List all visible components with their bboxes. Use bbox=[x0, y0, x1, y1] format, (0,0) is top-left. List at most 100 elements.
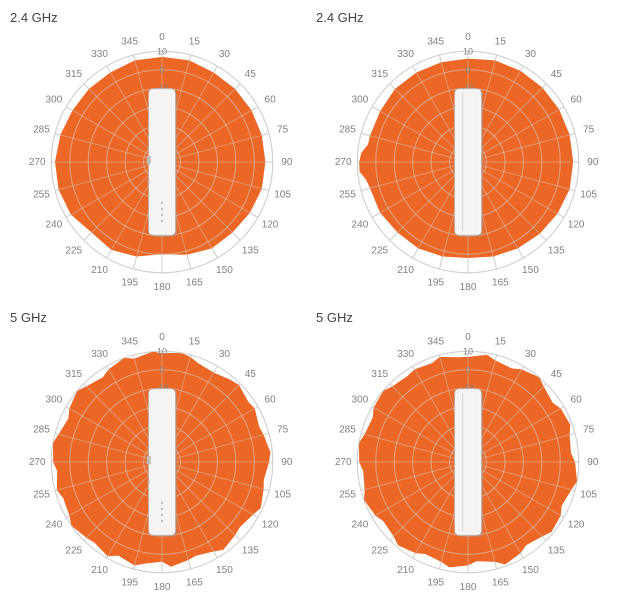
svg-text:195: 195 bbox=[121, 278, 138, 289]
svg-text:300: 300 bbox=[352, 95, 369, 106]
svg-text:10: 10 bbox=[157, 346, 167, 356]
svg-text:345: 345 bbox=[121, 36, 138, 47]
svg-text:300: 300 bbox=[46, 95, 63, 106]
svg-text:210: 210 bbox=[91, 565, 108, 576]
svg-text:135: 135 bbox=[242, 245, 259, 256]
svg-text:315: 315 bbox=[65, 69, 82, 80]
svg-text:15: 15 bbox=[189, 336, 201, 347]
svg-text:270: 270 bbox=[335, 157, 352, 168]
svg-text:75: 75 bbox=[583, 425, 595, 436]
svg-text:225: 225 bbox=[371, 545, 388, 556]
svg-text:30: 30 bbox=[219, 349, 231, 360]
svg-text:330: 330 bbox=[397, 349, 414, 360]
svg-text:90: 90 bbox=[281, 457, 293, 468]
panel-bl: 5 GHz 0153045607590105120135150165180195… bbox=[6, 308, 308, 602]
svg-text:285: 285 bbox=[33, 125, 50, 136]
svg-text:255: 255 bbox=[339, 489, 356, 500]
svg-text:240: 240 bbox=[46, 219, 63, 230]
svg-text:45: 45 bbox=[245, 69, 257, 80]
svg-text:210: 210 bbox=[91, 265, 108, 276]
svg-text:285: 285 bbox=[33, 425, 50, 436]
svg-text:225: 225 bbox=[65, 245, 82, 256]
svg-text:330: 330 bbox=[91, 349, 108, 360]
svg-text:60: 60 bbox=[571, 95, 583, 106]
svg-text:240: 240 bbox=[352, 219, 369, 230]
svg-text:90: 90 bbox=[281, 157, 293, 168]
svg-text:0: 0 bbox=[159, 332, 165, 343]
svg-text:45: 45 bbox=[551, 369, 563, 380]
svg-text:150: 150 bbox=[522, 265, 539, 276]
svg-text:75: 75 bbox=[583, 125, 595, 136]
svg-text:60: 60 bbox=[265, 95, 277, 106]
svg-text:0: 0 bbox=[466, 365, 471, 375]
svg-text:285: 285 bbox=[339, 425, 356, 436]
svg-text:60: 60 bbox=[571, 395, 583, 406]
svg-text:10: 10 bbox=[463, 46, 473, 56]
svg-text:90: 90 bbox=[587, 457, 599, 468]
svg-text:210: 210 bbox=[397, 265, 414, 276]
svg-text:195: 195 bbox=[427, 578, 444, 589]
svg-text:10: 10 bbox=[157, 46, 167, 56]
svg-text:15: 15 bbox=[495, 336, 507, 347]
svg-text:345: 345 bbox=[121, 336, 138, 347]
antenna-pattern-grid: 2.4 GHz 01530456075901051201351501651801… bbox=[0, 0, 620, 610]
svg-text:15: 15 bbox=[189, 36, 201, 47]
svg-text:120: 120 bbox=[262, 519, 279, 530]
svg-text:120: 120 bbox=[568, 219, 585, 230]
svg-text:120: 120 bbox=[568, 519, 585, 530]
svg-text:15: 15 bbox=[495, 36, 507, 47]
svg-text:165: 165 bbox=[492, 578, 509, 589]
svg-text:105: 105 bbox=[580, 189, 597, 200]
svg-text:255: 255 bbox=[33, 489, 50, 500]
svg-text:255: 255 bbox=[33, 189, 50, 200]
svg-text:180: 180 bbox=[154, 282, 171, 293]
polar-chart-tr: 0153045607590105120135150165180195210225… bbox=[312, 8, 614, 300]
svg-text:180: 180 bbox=[154, 582, 171, 593]
svg-text:0: 0 bbox=[159, 32, 165, 43]
svg-text:165: 165 bbox=[186, 278, 203, 289]
svg-text:345: 345 bbox=[427, 336, 444, 347]
svg-text:330: 330 bbox=[91, 49, 108, 60]
polar-chart-br: 0153045607590105120135150165180195210225… bbox=[312, 308, 614, 600]
svg-text:0: 0 bbox=[160, 65, 165, 75]
svg-text:105: 105 bbox=[274, 489, 291, 500]
polar-chart-tl: 0153045607590105120135150165180195210225… bbox=[6, 8, 308, 300]
svg-text:180: 180 bbox=[460, 582, 477, 593]
svg-text:315: 315 bbox=[371, 369, 388, 380]
svg-text:90: 90 bbox=[587, 157, 599, 168]
svg-text:30: 30 bbox=[219, 49, 231, 60]
panel-tl: 2.4 GHz 01530456075901051201351501651801… bbox=[6, 8, 308, 302]
svg-text:315: 315 bbox=[65, 369, 82, 380]
svg-text:225: 225 bbox=[371, 245, 388, 256]
svg-text:270: 270 bbox=[335, 457, 352, 468]
svg-text:105: 105 bbox=[580, 489, 597, 500]
svg-text:300: 300 bbox=[352, 395, 369, 406]
svg-text:195: 195 bbox=[121, 578, 138, 589]
svg-text:0: 0 bbox=[466, 65, 471, 75]
svg-text:270: 270 bbox=[29, 157, 46, 168]
polar-chart-bl: 0153045607590105120135150165180195210225… bbox=[6, 308, 308, 600]
svg-text:165: 165 bbox=[186, 578, 203, 589]
svg-text:210: 210 bbox=[397, 565, 414, 576]
svg-text:135: 135 bbox=[548, 545, 565, 556]
svg-text:255: 255 bbox=[339, 189, 356, 200]
svg-text:105: 105 bbox=[274, 189, 291, 200]
panel-br: 5 GHz 0153045607590105120135150165180195… bbox=[312, 308, 614, 602]
svg-text:330: 330 bbox=[397, 49, 414, 60]
svg-text:240: 240 bbox=[352, 519, 369, 530]
svg-text:135: 135 bbox=[548, 245, 565, 256]
svg-text:225: 225 bbox=[65, 545, 82, 556]
svg-text:195: 195 bbox=[427, 278, 444, 289]
svg-text:285: 285 bbox=[339, 125, 356, 136]
svg-text:75: 75 bbox=[277, 125, 289, 136]
svg-text:30: 30 bbox=[525, 349, 537, 360]
svg-text:45: 45 bbox=[245, 369, 257, 380]
svg-text:300: 300 bbox=[46, 395, 63, 406]
panel-tr: 2.4 GHz 01530456075901051201351501651801… bbox=[312, 8, 614, 302]
svg-text:120: 120 bbox=[262, 219, 279, 230]
svg-text:270: 270 bbox=[29, 457, 46, 468]
svg-text:0: 0 bbox=[160, 365, 165, 375]
svg-text:315: 315 bbox=[371, 69, 388, 80]
svg-text:60: 60 bbox=[265, 395, 277, 406]
svg-text:0: 0 bbox=[465, 332, 471, 343]
